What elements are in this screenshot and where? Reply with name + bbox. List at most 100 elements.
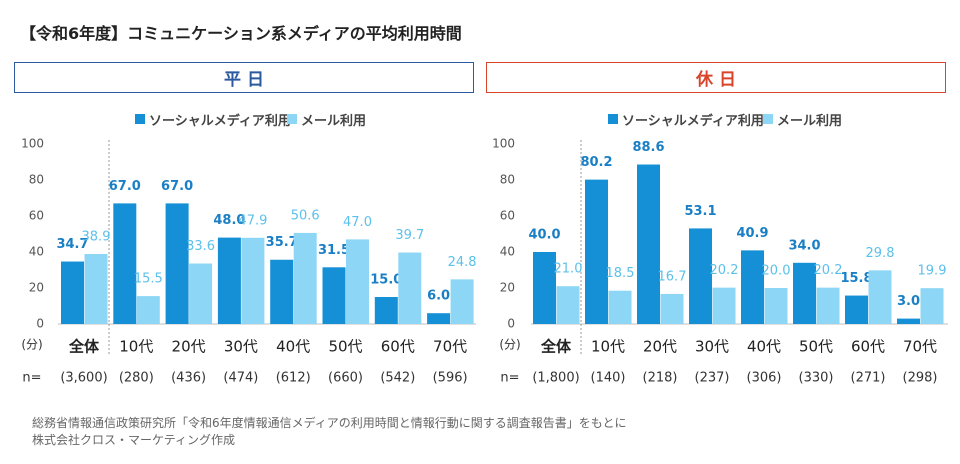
legend-swatch-mail [287,114,297,124]
data-label-social: 48.0 [213,213,245,228]
weekday-panel-title: 平 日 [14,62,474,93]
data-label-social: 35.7 [266,235,298,250]
bar-social [689,228,712,324]
data-label-mail: 33.6 [186,239,215,254]
sample-size-label: (474) [223,371,258,386]
bar-social [897,318,920,324]
holiday-legend-social: ソーシャルメディア利用 [608,110,764,129]
legend-label-social: ソーシャルメディア利用 [622,113,764,129]
y-tick-label: 0 [507,317,515,331]
bar-mail [556,286,580,324]
bar-social [61,261,84,324]
category-label: 60代 [851,338,885,356]
bar-social [533,252,556,324]
y-tick-label: 40 [29,245,44,259]
category-label: 50代 [328,338,362,356]
data-label-mail: 50.6 [291,208,320,223]
data-label-mail: 19.9 [918,264,947,279]
sample-size-label: (280) [119,371,154,386]
data-label-mail: 20.0 [762,264,791,279]
bar-mail [660,293,684,324]
y-tick-label: 100 [21,137,44,151]
category-label: 40代 [276,338,310,356]
bar-mail [136,296,160,324]
category-label: 10代 [591,338,625,356]
category-label: 50代 [799,338,833,356]
sample-size-label: (140) [591,371,626,386]
bar-mail [189,263,213,324]
source-note-line-1: 総務省情報通信政策研究所「令和6年度情報通信メディアの利用時間と情報行動に関する… [32,416,627,430]
bar-mail [868,270,892,324]
sample-size-prefix: n= [500,371,519,386]
bar-social [217,237,241,324]
bar-mail [293,232,317,324]
bar-social [585,179,608,324]
category-label: 10代 [119,338,153,356]
data-label-social: 31.5 [318,243,350,258]
category-label: 70代 [903,338,937,356]
data-label-social: 40.0 [528,228,560,243]
data-label-mail: 16.7 [658,269,687,284]
data-label-social: 40.9 [736,226,768,241]
data-label-mail: 15.5 [134,272,163,287]
sample-size-label: (436) [171,371,206,386]
unit-label: (分) [21,338,42,352]
data-label-mail: 18.5 [606,266,635,281]
y-tick-label: 60 [500,209,515,223]
legend-label-mail: メール利用 [301,113,367,129]
data-label-social: 15.0 [370,273,402,288]
bar-social [793,262,816,324]
category-label: 40代 [747,338,781,356]
data-label-mail: 47.9 [238,213,267,228]
bar-social [845,295,868,324]
data-label-mail: 21.0 [554,262,583,277]
weekday-bar-chart: 0 20 40 60 80 100 34.738.9 全体 (3,600) 67.0 15.5 10代… [21,137,477,386]
bar-mail [608,290,632,324]
weekday-legend-mail: メール利用 [287,110,367,129]
data-label-social: 67.0 [161,179,193,194]
sample-size-label: (1,800) [532,371,579,386]
data-label-mail: 29.8 [866,246,895,261]
data-label-social: 67.0 [109,179,141,194]
data-label-social: 6.0 [427,289,450,304]
bar-social [113,203,137,324]
bar-social [322,267,346,324]
data-label-mail: 20.2 [814,263,843,278]
y-tick-label: 20 [29,281,44,295]
data-label-mail: 38.9 [82,229,111,244]
sample-size-label: (306) [747,371,782,386]
legend-swatch-mail [763,114,773,124]
sample-size-label: (3,600) [60,371,107,386]
unit-label: (分) [499,338,520,352]
holiday-legend-mail: メール利用 [763,110,843,129]
y-tick-label: 60 [29,209,44,223]
weekday-legend-social: ソーシャルメディア利用 [135,110,291,129]
legend-label-mail: メール利用 [777,113,843,129]
data-label-social: 34.0 [788,238,820,253]
legend-swatch-social [135,114,145,124]
legend-swatch-social [608,114,618,124]
y-tick-label: 100 [492,137,515,151]
page-title: 【令和6年度】コミュニケーション系メディアの平均利用時間 [20,24,462,43]
sample-size-label: (237) [695,371,730,386]
category-label: 20代 [172,338,206,356]
sample-size-label: (596) [433,371,468,386]
category-label: 70代 [433,338,467,356]
category-label: 30代 [224,338,258,356]
bar-mail [84,253,108,324]
bar-mail [241,237,265,324]
category-label: 全体 [540,338,572,356]
bar-mail [712,287,736,324]
bar-mail [398,252,422,324]
holiday-bar-chart: 0 20 40 60 80 100 40.0 21.0 全体 (1,800) 80.2 18.5 10代… [492,137,948,386]
data-label-social: 80.2 [580,155,612,170]
data-label-mail: 47.0 [343,215,372,230]
bar-mail [920,288,944,324]
y-tick-label: 80 [29,173,44,187]
data-label-mail: 24.8 [448,255,477,270]
holiday-panel-title: 休 日 [486,62,946,93]
bar-social [427,313,451,324]
sample-size-label: (271) [851,371,886,386]
y-tick-label: 80 [500,173,515,187]
data-label-social: 53.1 [684,204,716,219]
